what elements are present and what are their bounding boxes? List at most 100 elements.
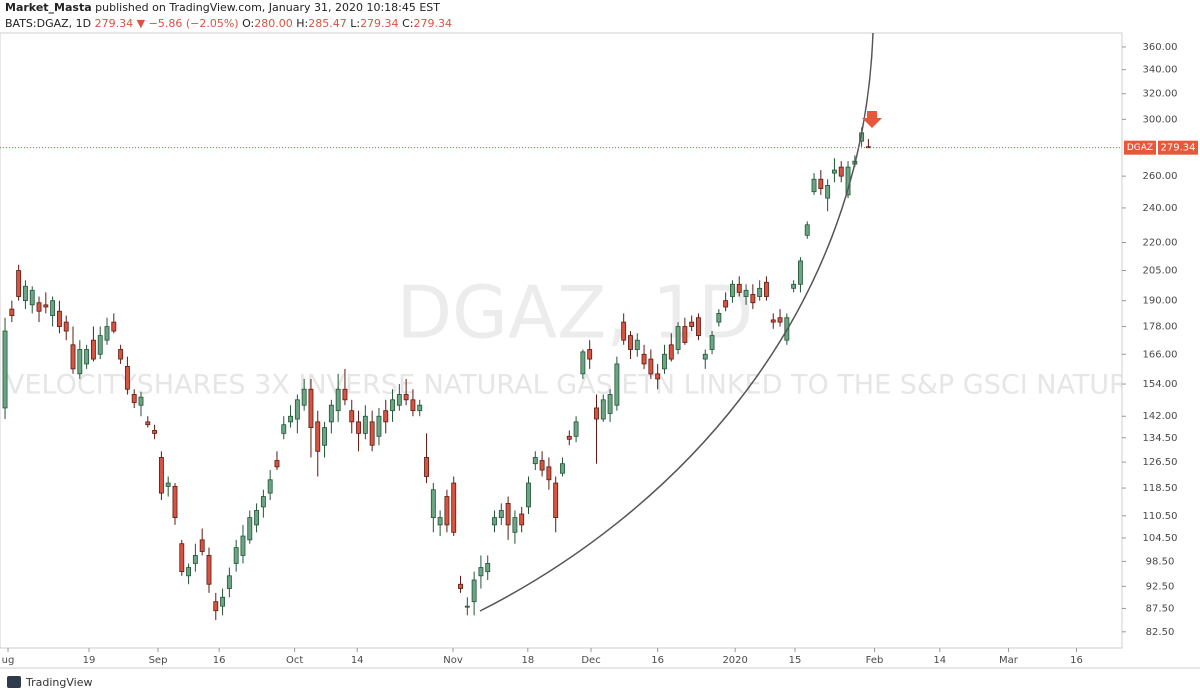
candle-body bbox=[158, 457, 164, 494]
y-tick-label: 118.50 bbox=[1143, 483, 1178, 494]
y-tick-label: 126.50 bbox=[1143, 457, 1178, 468]
candle-body bbox=[16, 270, 22, 297]
candle-body bbox=[573, 421, 579, 437]
candle-body bbox=[736, 283, 742, 293]
candle-body bbox=[138, 396, 144, 406]
x-tick-label: Sep bbox=[149, 655, 168, 666]
candle-body bbox=[335, 388, 341, 412]
candle-body bbox=[451, 482, 457, 533]
x-tick-label: 14 bbox=[933, 655, 946, 666]
candle-body bbox=[689, 321, 695, 327]
candle-body bbox=[22, 285, 28, 302]
candle-body bbox=[757, 287, 763, 297]
candle-body bbox=[410, 399, 416, 412]
candle-body bbox=[723, 300, 729, 308]
down-arrow bbox=[862, 111, 882, 128]
candle-body bbox=[838, 166, 844, 177]
candle-body bbox=[512, 517, 518, 533]
candle-body bbox=[743, 289, 749, 297]
candle-body bbox=[90, 339, 96, 360]
candle-body bbox=[403, 394, 409, 401]
y-tick-label: 300.00 bbox=[1143, 114, 1178, 125]
candle-body bbox=[587, 349, 593, 360]
candle-body bbox=[36, 302, 42, 312]
candle-body bbox=[77, 349, 83, 375]
watermark: DGAZ, 1D VELOCITYSHARES 3X INVERSE NATUR… bbox=[6, 271, 1200, 401]
y-tick-label: 240.00 bbox=[1143, 203, 1178, 214]
candle-body bbox=[709, 335, 715, 350]
candle-body bbox=[29, 289, 35, 306]
price-tag-label: 279.34 bbox=[1161, 143, 1196, 154]
candle-body bbox=[199, 539, 205, 552]
candle-body bbox=[2, 330, 8, 409]
candle-body bbox=[458, 583, 463, 589]
candle-body bbox=[797, 260, 803, 285]
candle-body bbox=[532, 457, 538, 465]
y-tick-label: 360.00 bbox=[1143, 42, 1178, 53]
candle-body bbox=[260, 496, 266, 508]
arc-drawing bbox=[479, 32, 874, 612]
candle-body bbox=[226, 575, 232, 589]
candle-body bbox=[152, 430, 158, 434]
candle-body bbox=[104, 326, 110, 341]
candle-body bbox=[356, 421, 361, 434]
candle-body bbox=[777, 317, 783, 323]
y-tick-label: 220.00 bbox=[1143, 237, 1178, 248]
candle-body bbox=[560, 463, 565, 474]
candle-body bbox=[750, 294, 756, 304]
candle-body bbox=[179, 543, 185, 573]
candle-body bbox=[124, 365, 130, 390]
y-tick-label: 205.00 bbox=[1143, 265, 1178, 276]
candle-body bbox=[186, 567, 192, 577]
candle-body bbox=[764, 281, 769, 297]
candle-body bbox=[634, 339, 640, 350]
candle-body bbox=[390, 399, 395, 412]
candle-body bbox=[464, 605, 470, 608]
y-tick-label: 178.00 bbox=[1143, 322, 1178, 333]
author: Market_Masta bbox=[5, 1, 92, 14]
high-key: H: bbox=[296, 17, 309, 30]
x-tick-label: Oct bbox=[286, 655, 303, 666]
candle-body bbox=[63, 321, 69, 332]
candle-body bbox=[247, 517, 253, 541]
candle-body bbox=[825, 185, 831, 199]
candle-body bbox=[56, 310, 62, 327]
candle-body bbox=[383, 410, 389, 423]
close-key: C: bbox=[402, 17, 414, 30]
candle-body bbox=[553, 482, 559, 519]
watermark-description: VELOCITYSHARES 3X INVERSE NATURAL GAS ET… bbox=[6, 370, 1200, 401]
candle-body bbox=[281, 424, 287, 434]
candle-body bbox=[614, 363, 620, 406]
y-tick-label: 166.00 bbox=[1143, 349, 1178, 360]
x-tick-label: Mar bbox=[999, 655, 1019, 666]
y-tick-label: 320.00 bbox=[1143, 89, 1178, 100]
candle-body bbox=[607, 394, 613, 414]
candle-body bbox=[308, 388, 314, 428]
x-tick-label: ug bbox=[2, 655, 15, 666]
candle-body bbox=[730, 283, 735, 297]
candle-body bbox=[702, 353, 708, 360]
candle-body bbox=[376, 415, 382, 437]
candle-body bbox=[485, 563, 491, 573]
candle-body bbox=[791, 283, 797, 289]
candle-body bbox=[328, 404, 334, 423]
candle-body bbox=[478, 567, 484, 577]
y-tick-label: 98.50 bbox=[1146, 556, 1175, 567]
candle-body bbox=[349, 410, 355, 423]
candle-body bbox=[301, 388, 307, 406]
candle-body bbox=[70, 344, 76, 370]
candle-body bbox=[50, 300, 56, 316]
symbol: BATS:DGAZ, 1D bbox=[5, 17, 92, 30]
candle-body bbox=[804, 224, 810, 236]
candle-body bbox=[430, 489, 436, 519]
x-tick-label: 15 bbox=[789, 655, 802, 666]
candle-body bbox=[254, 510, 260, 526]
publish-text: published on TradingView.com, January 31… bbox=[95, 1, 441, 14]
candle-body bbox=[342, 388, 348, 401]
candle-body bbox=[206, 555, 212, 585]
candle-body bbox=[526, 482, 531, 508]
candle-body bbox=[84, 349, 90, 365]
candle-body bbox=[220, 596, 226, 607]
candle-body bbox=[716, 312, 722, 323]
